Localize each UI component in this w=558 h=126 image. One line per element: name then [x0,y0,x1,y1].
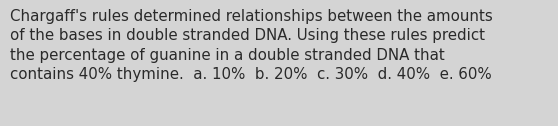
Text: Chargaff's rules determined relationships between the amounts
of the bases in do: Chargaff's rules determined relationship… [10,9,493,83]
